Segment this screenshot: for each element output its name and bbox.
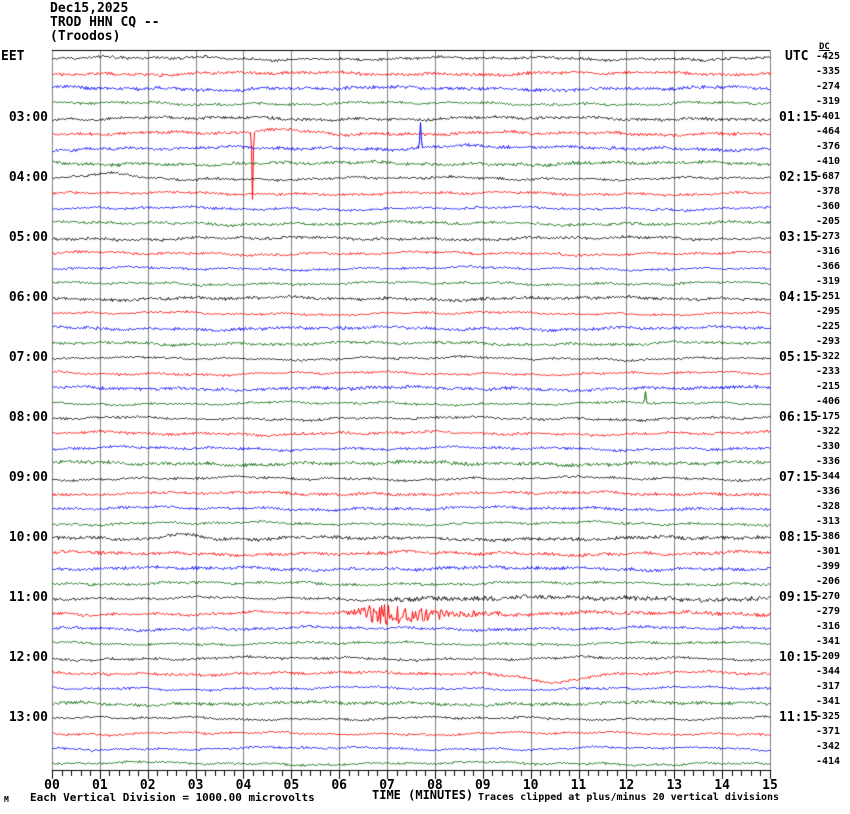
title-date: Dec15,2025 [50, 1, 129, 16]
eet-time-label: 06:00 [8, 290, 48, 305]
dc-offset-value: -319 [816, 276, 841, 287]
eet-axis-label: EET [1, 49, 25, 64]
eet-time-label: 04:00 [8, 170, 48, 185]
eet-time-label: 12:00 [8, 650, 48, 665]
dc-offset-value: -406 [816, 396, 841, 407]
dc-offset-value: -371 [816, 726, 841, 737]
utc-time-label: 11:15 [779, 710, 819, 725]
title-station: TROD HHN CQ -- [50, 15, 160, 30]
utc-time-label: 10:15 [779, 650, 819, 665]
utc-axis-label: UTC [785, 49, 809, 64]
x-tick-label: 00 [44, 778, 60, 793]
x-tick-label: 12 [618, 778, 635, 793]
eet-time-label: 07:00 [8, 350, 48, 365]
utc-time-label: 09:15 [779, 590, 819, 605]
dc-offset-value: -344 [816, 471, 841, 482]
x-tick-label: 13 [666, 778, 683, 793]
dc-offset-value: -274 [816, 81, 841, 92]
utc-time-label: 08:15 [779, 530, 819, 545]
utc-time-label: 04:15 [779, 290, 819, 305]
eet-time-label: 03:00 [8, 110, 48, 125]
x-axis-title: TIME (MINUTES) [372, 788, 474, 802]
dc-offset-value: -330 [816, 441, 841, 452]
dc-offset-value: -225 [816, 321, 841, 332]
dc-offset-value: -322 [816, 426, 841, 437]
utc-time-label: 03:15 [779, 230, 819, 245]
x-tick-label: 06 [331, 778, 348, 793]
dc-offset-value: -313 [816, 516, 841, 527]
dc-offset-value: -273 [816, 231, 841, 242]
utc-time-label: 05:15 [779, 350, 819, 365]
dc-offset-value: -366 [816, 261, 841, 272]
dc-offset-value: -425 [816, 51, 841, 62]
dc-offset-value: -344 [816, 666, 841, 677]
x-tick-label: 08 [427, 778, 443, 793]
x-tick-label: 09 [474, 778, 491, 793]
corner-glyph: M [4, 795, 9, 804]
dc-offset-value: -335 [816, 66, 841, 77]
dc-offset-value: -376 [816, 141, 841, 152]
x-tick-label: 04 [235, 778, 252, 793]
dc-offset-value: -342 [816, 741, 841, 752]
title-location: (Troodos) [50, 29, 121, 44]
x-tick-label: 05 [283, 778, 300, 793]
eet-time-label: 08:00 [8, 410, 48, 425]
dc-offset-value: -687 [816, 171, 841, 182]
dc-offset-value: -386 [816, 531, 841, 542]
dc-offset-value: -341 [816, 696, 841, 707]
x-tick-label: 10 [522, 778, 539, 793]
x-tick-label: 15 [762, 778, 778, 793]
dc-offset-value: -215 [816, 381, 841, 392]
dc-offset-value: -401 [816, 111, 841, 122]
eet-time-label: 09:00 [8, 470, 48, 485]
dc-offset-value: -293 [816, 336, 841, 347]
dc-offset-value: -322 [816, 351, 841, 362]
x-tick-label: 01 [92, 778, 108, 793]
dc-offset-value: -270 [816, 591, 841, 602]
dc-offset-value: -319 [816, 96, 841, 107]
dc-offset-value: -316 [816, 246, 841, 257]
dc-offset-value: -410 [816, 156, 841, 167]
dc-offset-value: -279 [816, 606, 841, 617]
dc-offset-value: -301 [816, 546, 841, 557]
utc-time-label: 01:15 [779, 110, 819, 125]
dc-offset-value: -206 [816, 576, 841, 587]
eet-time-label: 05:00 [8, 230, 48, 245]
utc-time-label: 02:15 [779, 170, 819, 185]
footer-scale-note: Each Vertical Division = 1000.00 microvo… [30, 791, 315, 804]
x-tick-label: 11 [570, 778, 587, 793]
dc-offset-value: -233 [816, 366, 841, 377]
dc-offset-value: -316 [816, 621, 841, 632]
x-tick-label: 14 [714, 778, 730, 793]
dc-offset-value: -360 [816, 201, 841, 212]
dc-offset-value: -336 [816, 456, 841, 467]
dc-offset-value: -341 [816, 636, 841, 647]
dc-offset-value: -336 [816, 486, 841, 497]
dc-offset-value: -251 [816, 291, 841, 302]
dc-offset-value: -378 [816, 186, 841, 197]
dc-offset-value: -399 [816, 561, 841, 572]
x-tick-label: 07 [379, 778, 395, 793]
dc-offset-value: -464 [816, 126, 841, 137]
dc-offset-value: -295 [816, 306, 841, 317]
dc-offset-value: -317 [816, 681, 841, 692]
dc-offset-value: -209 [816, 651, 841, 662]
x-tick-label: 02 [139, 778, 156, 793]
eet-time-label: 13:00 [8, 710, 48, 725]
eet-time-label: 10:00 [8, 530, 48, 545]
x-tick-label: 03 [187, 778, 204, 793]
dc-offset-value: -175 [816, 411, 841, 422]
utc-time-label: 06:15 [779, 410, 819, 425]
utc-time-label: 07:15 [779, 470, 819, 485]
dc-offset-value: -325 [816, 711, 841, 722]
dc-offset-value: -328 [816, 501, 841, 512]
dc-column-header: DC [819, 42, 830, 52]
footer-clip-note: Traces clipped at plus/minus 20 vertical… [478, 792, 780, 803]
dc-offset-value: -205 [816, 216, 841, 227]
dc-offset-value: -414 [816, 756, 841, 767]
eet-time-label: 11:00 [8, 590, 48, 605]
